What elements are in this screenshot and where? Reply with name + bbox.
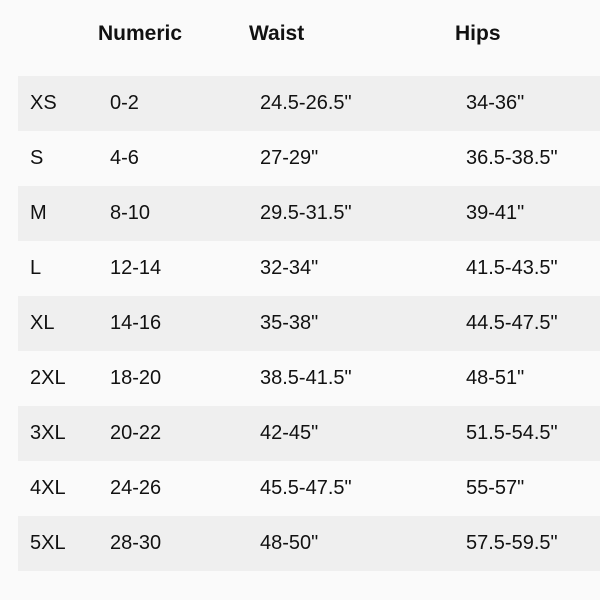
cell-numeric: 12-14 xyxy=(110,257,162,279)
cell-size: XL xyxy=(30,312,55,334)
cell-waist: 45.5-47.5" xyxy=(260,477,352,499)
cell-waist: 24.5-26.5" xyxy=(260,92,352,114)
header-waist: Waist xyxy=(249,22,305,45)
cell-size: L xyxy=(30,257,42,279)
cell-waist: 32-34" xyxy=(260,257,319,279)
cell-size: 3XL xyxy=(30,422,66,444)
cell-waist: 29.5-31.5" xyxy=(260,202,352,224)
cell-waist: 42-45" xyxy=(260,422,319,444)
cell-hips: 34-36" xyxy=(466,92,525,114)
cell-numeric: 0-2 xyxy=(110,92,139,114)
cell-size: 4XL xyxy=(30,477,66,499)
table-row: 5XL 28-30 48-50" 57.5-59.5" xyxy=(18,516,600,571)
table-row: 2XL 18-20 38.5-41.5" 48-51" xyxy=(18,351,600,406)
cell-hips: 44.5-47.5" xyxy=(466,312,558,334)
cell-numeric: 24-26 xyxy=(110,477,162,499)
header-hips: Hips xyxy=(455,22,501,45)
cell-numeric: 14-16 xyxy=(110,312,162,334)
cell-numeric: 20-22 xyxy=(110,422,162,444)
table-row: XS 0-2 24.5-26.5" 34-36" xyxy=(18,76,600,131)
cell-hips: 51.5-54.5" xyxy=(466,422,558,444)
header-numeric: Numeric xyxy=(98,22,183,45)
cell-hips: 55-57" xyxy=(466,477,525,499)
cell-waist: 27-29" xyxy=(260,147,319,169)
cell-waist: 48-50" xyxy=(260,532,319,554)
cell-hips: 48-51" xyxy=(466,367,525,389)
cell-numeric: 18-20 xyxy=(110,367,162,389)
cell-size: S xyxy=(30,147,44,169)
table-row: S 4-6 27-29" 36.5-38.5" xyxy=(18,131,600,186)
cell-size: 2XL xyxy=(30,367,66,389)
cell-numeric: 28-30 xyxy=(110,532,162,554)
cell-waist: 35-38" xyxy=(260,312,319,334)
cell-hips: 39-41" xyxy=(466,202,525,224)
cell-size: 5XL xyxy=(30,532,66,554)
cell-numeric: 8-10 xyxy=(110,202,151,224)
table-row: 4XL 24-26 45.5-47.5" 55-57" xyxy=(18,461,600,516)
cell-hips: 57.5-59.5" xyxy=(466,532,558,554)
cell-waist: 38.5-41.5" xyxy=(260,367,352,389)
table-row: L 12-14 32-34" 41.5-43.5" xyxy=(18,241,600,296)
table-row: XL 14-16 35-38" 44.5-47.5" xyxy=(18,296,600,351)
table-row: 3XL 20-22 42-45" 51.5-54.5" xyxy=(18,406,600,461)
table-row: M 8-10 29.5-31.5" 39-41" xyxy=(18,186,600,241)
cell-size: M xyxy=(30,202,47,224)
cell-numeric: 4-6 xyxy=(110,147,139,169)
cell-size: XS xyxy=(30,92,57,114)
cell-hips: 36.5-38.5" xyxy=(466,147,558,169)
cell-hips: 41.5-43.5" xyxy=(466,257,558,279)
